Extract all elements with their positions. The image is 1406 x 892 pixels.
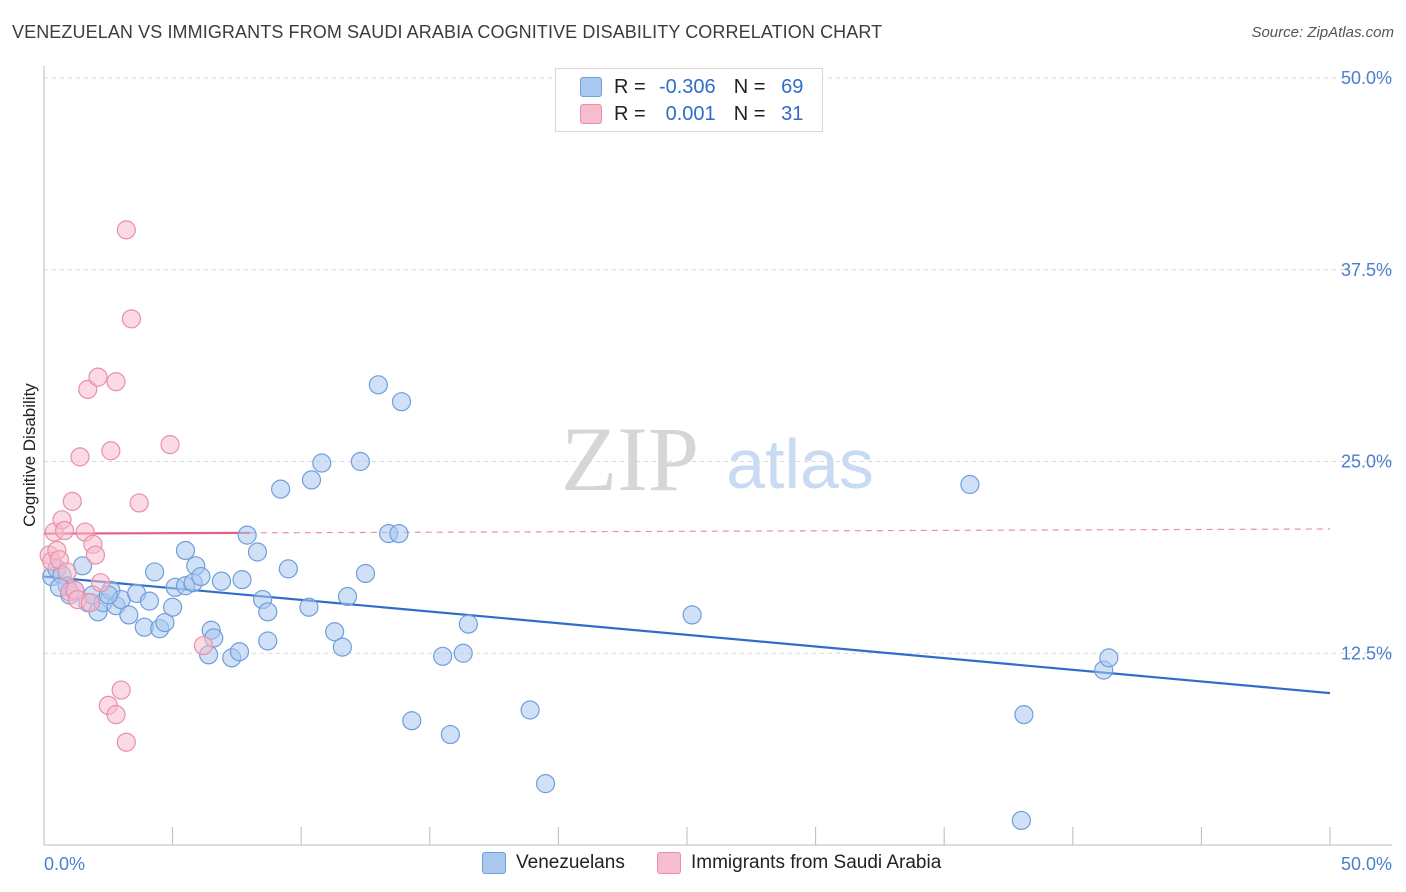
y-tick-label: 25.0% (1341, 452, 1392, 472)
x-tick-label: 50.0% (1341, 854, 1392, 874)
legend-label-venezuelans: Venezuelans (516, 852, 625, 873)
point-venezuelans (1014, 705, 1034, 725)
point-venezuelans (191, 566, 211, 587)
point-venezuelans (389, 523, 409, 544)
point-saudi (54, 520, 75, 541)
point-saudi (70, 447, 90, 467)
point-venezuelans (144, 562, 165, 582)
point-venezuelans (278, 559, 298, 579)
y-tick-label: 12.5% (1341, 643, 1392, 663)
axes (43, 66, 1392, 846)
point-venezuelans (332, 637, 352, 657)
legend-row-venezuelans: R = -0.306 N = 69 (580, 75, 803, 99)
point-venezuelans (237, 525, 257, 545)
legend-swatch-venezuelans (482, 852, 506, 874)
point-venezuelans (453, 643, 473, 663)
legend-r-label: R = (614, 75, 646, 98)
legend-r-value: 0.001 (665, 102, 716, 125)
point-venezuelans (535, 774, 556, 794)
point-venezuelans (247, 542, 268, 562)
legend-r-label: R = (614, 102, 646, 125)
legend-n-label: N = (733, 102, 766, 125)
y-tick-label: 50.0% (1341, 68, 1392, 88)
point-venezuelans (258, 631, 278, 651)
legend-swatch-saudi (580, 104, 602, 124)
legend-item-venezuelans: Venezuelans (482, 852, 625, 874)
point-saudi (85, 545, 106, 565)
legend-label-saudi: Immigrants from Saudi Arabia (691, 852, 942, 873)
trend-line-saudi-extension (249, 528, 1331, 534)
y-tick-label: 37.5% (1341, 260, 1392, 280)
point-saudi (106, 705, 126, 725)
point-venezuelans (960, 474, 980, 495)
legend-swatch-saudi (657, 852, 681, 874)
point-venezuelans (350, 451, 370, 472)
point-venezuelans (232, 570, 252, 590)
point-venezuelans (433, 646, 453, 666)
point-venezuelans (402, 711, 422, 731)
point-venezuelans (368, 375, 388, 395)
legend-row-saudi: R = 0.001 N = 31 (580, 102, 803, 126)
axis-labels: 12.5% 25.0% 37.5% 50.0% 0.0% 50.0% (44, 68, 1392, 874)
legend-n-value: 31 (781, 102, 804, 125)
chart-title: VENEZUELAN VS IMMIGRANTS FROM SAUDI ARAB… (12, 22, 883, 42)
point-venezuelans (391, 392, 412, 412)
point-venezuelans (312, 453, 332, 473)
legend-r-value: -0.306 (658, 75, 716, 98)
point-saudi (116, 220, 136, 240)
point-venezuelans (271, 479, 291, 499)
y-axis-label: Cognitive Disability (20, 383, 39, 527)
point-venezuelans (139, 591, 160, 611)
source-credit: Source: ZipAtlas.com (1251, 24, 1394, 41)
point-venezuelans (229, 642, 250, 662)
legend-n-value: 69 (781, 75, 804, 98)
watermark-zip: ZIP (561, 408, 699, 510)
gridlines (44, 77, 1392, 654)
legend-item-saudi: Immigrants from Saudi Arabia (657, 852, 941, 874)
trend-line-saudi (43, 531, 250, 535)
data-points (39, 220, 1119, 831)
point-venezuelans (175, 540, 196, 561)
legend-n-label: N = (733, 75, 766, 98)
point-venezuelans (355, 563, 376, 584)
point-saudi (116, 732, 136, 752)
point-venezuelans (299, 597, 319, 617)
point-saudi (62, 491, 82, 511)
point-venezuelans (337, 586, 358, 607)
point-venezuelans (1011, 810, 1031, 831)
watermark-atlas: atlas (726, 425, 874, 503)
x-tick-label: 0.0% (44, 854, 85, 874)
point-saudi (106, 372, 126, 392)
point-venezuelans (1099, 648, 1119, 668)
point-saudi (90, 573, 111, 593)
point-venezuelans (458, 614, 478, 634)
point-saudi (88, 367, 108, 387)
legend-swatch-venezuelans (580, 77, 602, 97)
point-venezuelans (119, 605, 139, 625)
point-saudi (80, 593, 100, 613)
point-saudi (111, 680, 131, 700)
point-saudi (57, 562, 77, 582)
point-venezuelans (155, 612, 175, 633)
point-saudi (160, 435, 180, 455)
point-saudi (129, 493, 149, 513)
point-venezuelans (520, 700, 540, 720)
point-venezuelans (440, 724, 460, 745)
point-saudi (78, 379, 98, 400)
trend-line-venezuelans (43, 575, 1331, 695)
point-venezuelans (258, 602, 278, 622)
stats-legend: R = -0.306 N = 69 R = 0.001 N = 31 (555, 68, 823, 132)
point-saudi (101, 441, 121, 461)
point-venezuelans (682, 605, 702, 625)
point-saudi (193, 635, 214, 656)
point-venezuelans (301, 470, 322, 490)
point-venezuelans (163, 597, 183, 617)
point-venezuelans (211, 571, 232, 591)
series-legend: Venezuelans Immigrants from Saudi Arabia (0, 852, 1406, 878)
point-saudi (121, 309, 142, 329)
point-venezuelans (325, 622, 345, 642)
